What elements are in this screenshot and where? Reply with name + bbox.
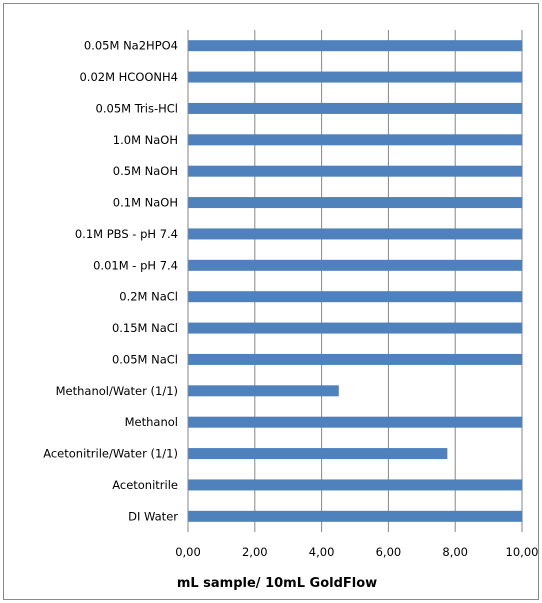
category-label: 0.15M NaCl (112, 321, 178, 335)
bar (188, 291, 523, 303)
bar (188, 102, 523, 114)
bar (188, 71, 523, 83)
bar (188, 197, 523, 209)
category-label: Acetonitrile (112, 478, 178, 492)
category-label: 0.02M HCOONH4 (79, 70, 178, 84)
chart-frame: 0.05M Na2HPO4 0.02M HCOONH4 0.05M Tris-HCl… (3, 3, 539, 600)
category-label: 1.0M NaOH (113, 133, 178, 147)
bar (188, 40, 523, 52)
x-tick-label: 10,00 (506, 545, 539, 559)
bar (188, 322, 523, 334)
bar (188, 228, 523, 240)
x-axis-title: mL sample/ 10mL GoldFlow (177, 576, 377, 591)
bar (188, 165, 523, 177)
bar (188, 479, 523, 491)
bars (188, 40, 523, 522)
x-tick-label: 8,00 (442, 545, 468, 559)
category-label: 0.05M NaCl (112, 352, 178, 366)
bar (188, 448, 448, 460)
x-tick-label: 6,00 (376, 545, 402, 559)
category-label: 0.05M Na2HPO4 (84, 39, 178, 53)
x-tick-label: 4,00 (309, 545, 335, 559)
category-label: 0.1M NaOH (113, 196, 178, 210)
category-labels: 0.05M Na2HPO4 0.02M HCOONH4 0.05M Tris-HCl… (43, 39, 178, 524)
bar (188, 353, 523, 365)
bar (188, 416, 523, 428)
bar (188, 385, 339, 397)
category-label: Methanol (125, 415, 178, 429)
x-tick-label: 0,00 (175, 545, 201, 559)
category-label: 0.01M - pH 7.4 (93, 258, 178, 272)
bar (188, 510, 523, 522)
category-label: 0.2M NaCl (119, 290, 178, 304)
bar (188, 259, 523, 271)
category-label: 0.5M NaOH (113, 164, 178, 178)
bar (188, 134, 523, 146)
category-label: DI Water (128, 509, 178, 523)
category-label: Acetonitrile/Water (1/1) (43, 447, 178, 461)
bar-chart: 0.05M Na2HPO4 0.02M HCOONH4 0.05M Tris-HCl… (43, 30, 538, 591)
category-label: 0.1M PBS - pH 7.4 (75, 227, 178, 241)
x-tick-labels: 0,00 2,00 4,00 6,00 8,00 10,00 (175, 545, 538, 559)
category-label: Methanol/Water (1/1) (56, 384, 178, 398)
category-label: 0.05M Tris-HCl (96, 101, 178, 115)
x-tick-label: 2,00 (242, 545, 268, 559)
